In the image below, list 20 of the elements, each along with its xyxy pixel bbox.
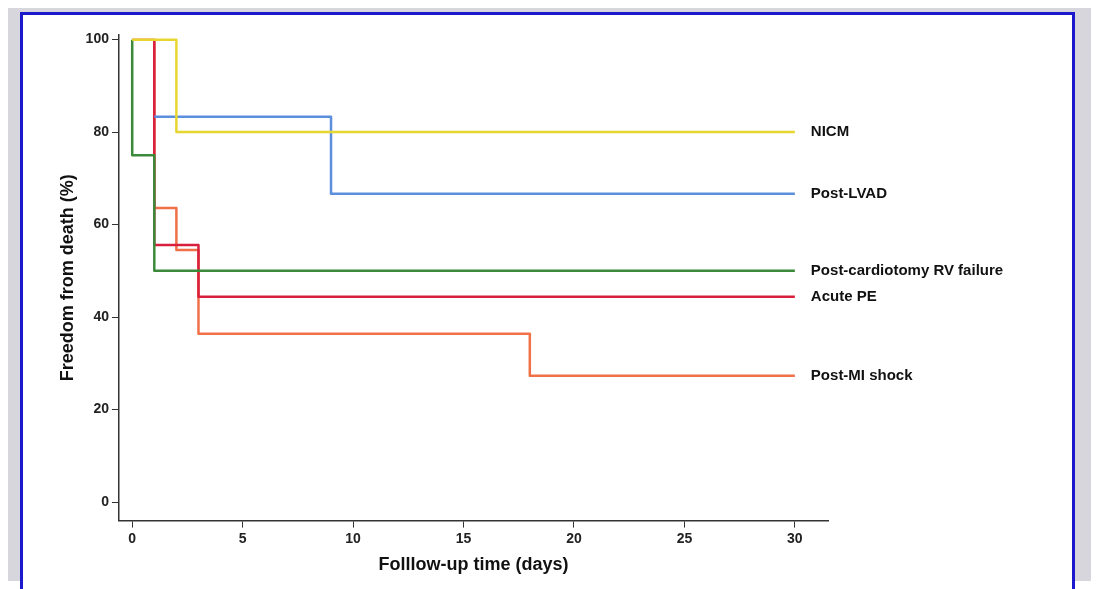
y-tick-label: 80 — [93, 122, 110, 139]
x-tick-label: 15 — [455, 529, 472, 546]
x-tick-label: 30 — [787, 529, 803, 546]
series-label: Acute PE — [810, 286, 877, 304]
y-tick-label: 20 — [93, 400, 110, 417]
series-label: Post-LVAD — [810, 183, 888, 201]
x-tick-label: 5 — [238, 529, 247, 546]
x-axis-title: Folllow-up time (days) — [378, 554, 569, 575]
y-tick-label: 100 — [85, 30, 110, 47]
series-label: NICM — [810, 122, 850, 140]
y-tick-label: 60 — [93, 215, 110, 232]
x-tick-label: 0 — [128, 529, 137, 546]
series-label: Post-MI shock — [810, 365, 914, 383]
x-tick-label: 25 — [676, 529, 693, 546]
y-tick-label: 40 — [93, 307, 110, 324]
x-tick-label: 20 — [566, 529, 582, 546]
series-label: Post-cardiotomy RV failure — [810, 261, 1004, 278]
x-tick-label: 10 — [345, 529, 362, 546]
y-tick-label: 0 — [101, 492, 110, 509]
y-axis-title: Freedom from death (%) — [56, 174, 77, 382]
